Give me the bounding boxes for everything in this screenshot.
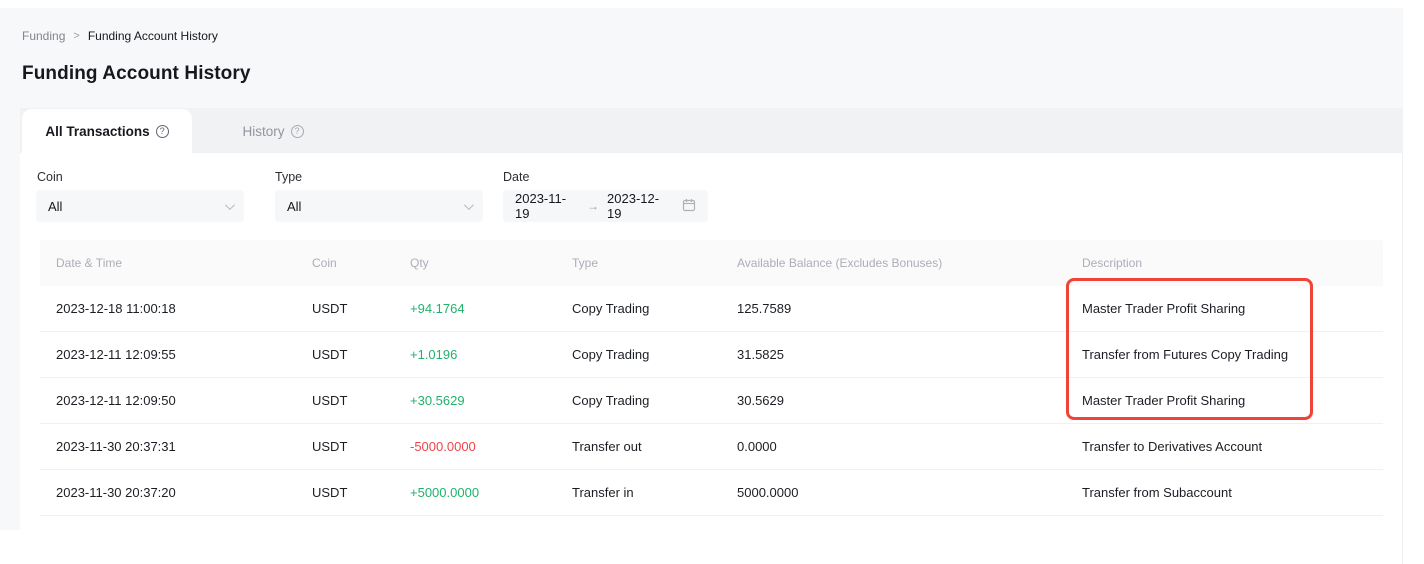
column-header: Qty — [410, 256, 429, 270]
transactions-table: Date & Time Coin Qty Type Available Balance … — [40, 240, 1383, 516]
cell-datetime: 2023-12-11 12:09:50 — [56, 393, 176, 408]
type-filter-select[interactable]: All — [275, 190, 483, 222]
tab-history[interactable]: History ? — [218, 109, 328, 153]
page-title: Funding Account History — [22, 63, 251, 84]
funding-history-page: Funding > Funding Account History Fundin… — [0, 8, 1403, 564]
type-filter-value: All — [287, 198, 302, 214]
cell-qty: -5000.0000 — [410, 439, 476, 454]
coin-filter-select[interactable]: All — [36, 190, 244, 222]
coin-filter-value: All — [48, 198, 63, 214]
cell-balance: 0.0000 — [737, 439, 777, 454]
cell-datetime: 2023-11-30 20:37:20 — [56, 485, 176, 500]
breadcrumb-funding[interactable]: Funding — [22, 29, 66, 43]
calendar-icon — [682, 198, 696, 215]
table-row: 2023-12-11 12:09:50 USDT +30.5629 Copy Trad… — [40, 378, 1383, 424]
cell-datetime: 2023-12-11 12:09:55 — [56, 347, 176, 362]
cell-type: Transfer in — [572, 485, 634, 500]
cell-balance: 31.5825 — [737, 347, 784, 362]
cell-type: Copy Trading — [572, 393, 650, 408]
column-header: Available Balance (Excludes Bonuses) — [737, 256, 943, 270]
cell-description: Master Trader Profit Sharing — [1082, 393, 1246, 408]
cell-qty: +30.5629 — [410, 393, 465, 408]
cell-coin: USDT — [312, 393, 348, 408]
tab-all-transactions[interactable]: All Transactions ? — [22, 109, 192, 153]
cell-datetime: 2023-12-18 11:00:18 — [56, 301, 176, 316]
date-filter-label: Date — [503, 170, 530, 184]
cell-description: Transfer to Derivatives Account — [1082, 439, 1263, 454]
cell-balance: 5000.0000 — [737, 485, 799, 500]
cell-type: Copy Trading — [572, 301, 650, 316]
date-range-arrow-icon: → — [587, 199, 600, 213]
cell-type: Copy Trading — [572, 347, 650, 362]
info-icon[interactable]: ? — [290, 124, 304, 138]
content-card: Coin Type Date All All 2023-11-19 → 2023… — [20, 153, 1403, 564]
breadcrumb: Funding > Funding Account History — [22, 29, 218, 43]
tab-bar: All Transactions ? History ? — [20, 108, 1403, 153]
table-row: 2023-12-18 11:00:18 USDT +94.1764 Copy Trad… — [40, 286, 1383, 332]
cell-type: Transfer out — [572, 439, 642, 454]
cell-qty: +1.0196 — [410, 347, 458, 362]
type-filter-label: Type — [275, 170, 303, 184]
tab-history-label: History — [242, 123, 285, 139]
table-body: 2023-12-18 11:00:18 USDT +94.1764 Copy Trad… — [40, 286, 1383, 516]
info-icon[interactable]: ? — [155, 124, 169, 138]
table-row: 2023-11-30 20:37:20 USDT +5000.0000 Transfe… — [40, 470, 1383, 516]
chevron-down-icon — [224, 199, 235, 210]
cell-balance: 125.7589 — [737, 301, 792, 316]
table-row: 2023-11-30 20:37:31 USDT -5000.0000 Transfe… — [40, 424, 1383, 470]
breadcrumb-current: Funding Account History — [87, 29, 218, 43]
table-header-row: Date & Time Coin Qty Type Available Balance … — [40, 240, 1383, 286]
coin-filter-label: Coin — [37, 170, 63, 184]
cell-datetime: 2023-11-30 20:37:31 — [56, 439, 176, 454]
cell-qty: +94.1764 — [410, 301, 465, 316]
cell-qty: +5000.0000 — [410, 485, 480, 500]
column-header: Date & Time — [56, 256, 123, 270]
cell-coin: USDT — [312, 301, 348, 316]
column-header: Description — [1082, 256, 1143, 270]
date-end-value: 2023-12-19 — [607, 191, 660, 221]
cell-description: Transfer from Subaccount — [1082, 485, 1232, 500]
date-range-picker[interactable]: 2023-11-19 → 2023-12-19 — [503, 190, 708, 222]
cell-description: Transfer from Futures Copy Trading — [1082, 347, 1289, 362]
cell-balance: 30.5629 — [737, 393, 784, 408]
table-row: 2023-12-11 12:09:55 USDT +1.0196 Copy Tradi… — [40, 332, 1383, 378]
column-header: Type — [572, 256, 599, 270]
chevron-down-icon — [463, 199, 474, 210]
date-start-value: 2023-11-19 — [515, 191, 567, 221]
column-header: Coin — [312, 256, 337, 270]
cell-coin: USDT — [312, 347, 348, 362]
cell-coin: USDT — [312, 485, 348, 500]
tab-all-transactions-label: All Transactions — [45, 123, 150, 139]
breadcrumb-separator-icon: > — [73, 30, 80, 42]
cell-coin: USDT — [312, 439, 348, 454]
cell-description: Master Trader Profit Sharing — [1082, 301, 1246, 316]
